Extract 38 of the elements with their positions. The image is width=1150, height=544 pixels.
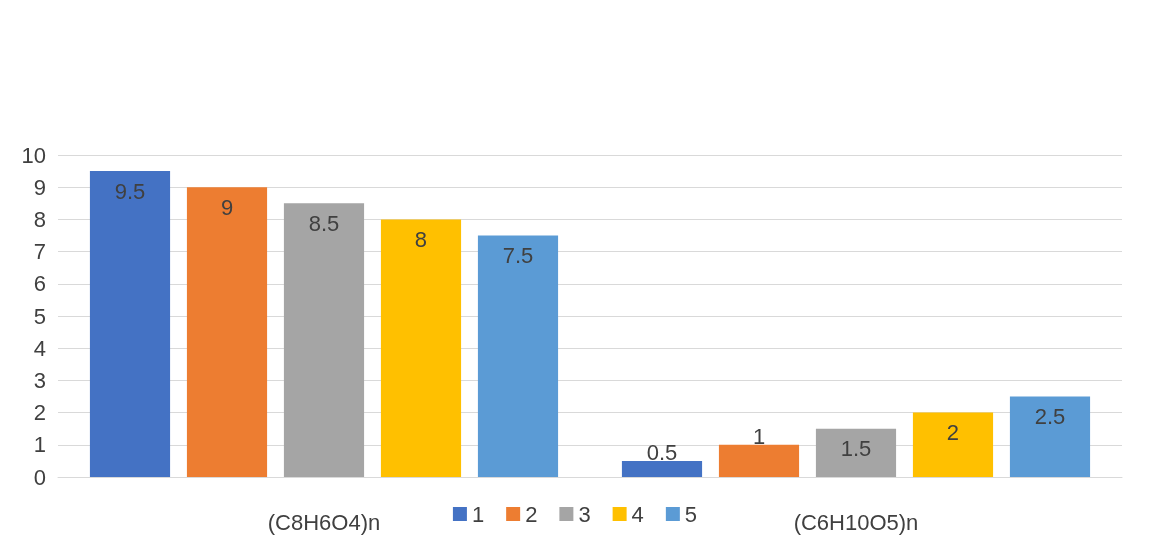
data-label: 7.5 — [502, 243, 534, 268]
y-tick-label: 4 — [33, 335, 46, 361]
bar — [89, 171, 171, 477]
legend-label: 2 — [525, 501, 538, 527]
bar — [621, 460, 703, 477]
data-label: 9 — [220, 194, 234, 220]
y-tick-label: 10 — [21, 142, 46, 168]
y-tick-label: 1 — [33, 432, 46, 458]
data-label: 1.5 — [840, 436, 872, 462]
bar — [477, 235, 559, 477]
y-tick-label: 2 — [33, 400, 46, 426]
y-tick-label: 5 — [33, 303, 46, 329]
data-label: 2.5 — [1034, 404, 1066, 429]
y-tick-label: 0 — [33, 464, 46, 490]
y-tick-label: 8 — [33, 206, 46, 232]
bar — [718, 444, 800, 477]
legend-label: 3 — [578, 501, 591, 527]
y-tick-label: 3 — [33, 367, 46, 393]
bar — [380, 219, 462, 477]
y-tick-label: 9 — [33, 174, 46, 200]
data-label: 2 — [946, 420, 960, 446]
bar — [815, 428, 897, 477]
data-label: 8.5 — [308, 210, 340, 236]
bar — [1009, 396, 1091, 477]
legend-label: 4 — [631, 501, 644, 527]
data-label: 1 — [752, 424, 766, 450]
data-label: 9.5 — [114, 178, 146, 204]
legend-label: 5 — [684, 501, 698, 527]
data-label: 8 — [414, 226, 428, 252]
legend-label: 1 — [471, 501, 485, 527]
bar — [186, 187, 268, 477]
y-tick-label: 7 — [33, 239, 46, 265]
x-tick-label: (C6H10O5)n — [793, 509, 919, 535]
x-tick-label: (C8H6O4)n — [267, 509, 381, 535]
data-label: 0.5 — [646, 440, 678, 466]
bar — [283, 203, 365, 477]
bar — [912, 412, 994, 477]
y-tick-label: 6 — [33, 271, 46, 297]
